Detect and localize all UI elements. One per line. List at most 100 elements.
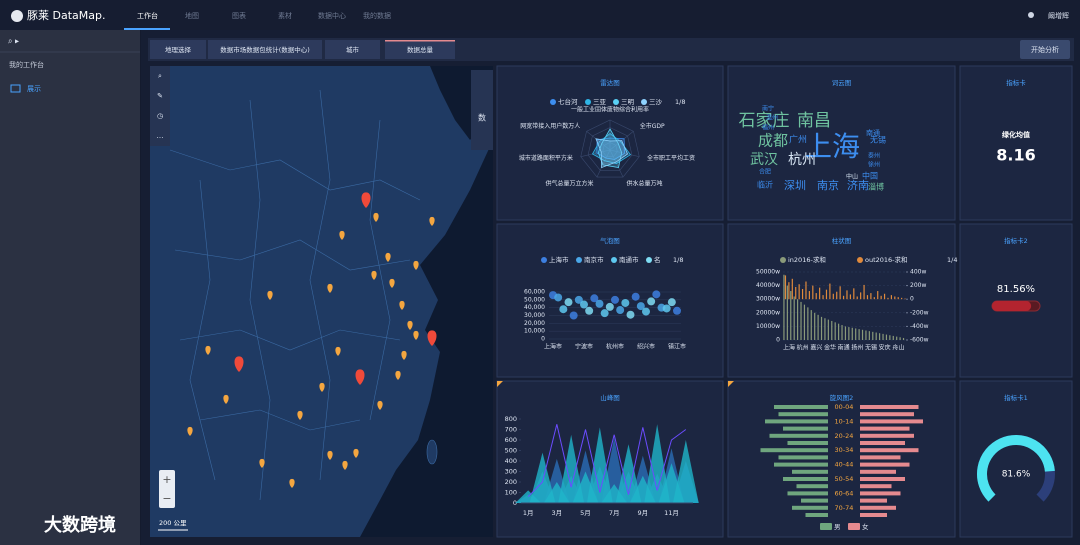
bar[interactable] bbox=[792, 505, 828, 510]
bar[interactable] bbox=[851, 327, 853, 340]
bar[interactable] bbox=[817, 314, 819, 340]
nav-tab[interactable]: 我的数据 bbox=[363, 11, 391, 20]
bar[interactable] bbox=[860, 484, 892, 489]
start-button-label[interactable]: 开始分析 bbox=[1031, 45, 1059, 54]
bar[interactable] bbox=[831, 320, 833, 340]
zoom-out[interactable]: − bbox=[162, 492, 171, 505]
bubble[interactable] bbox=[580, 300, 588, 309]
bar[interactable] bbox=[787, 441, 829, 445]
bar[interactable] bbox=[904, 298, 906, 300]
bar[interactable] bbox=[860, 441, 905, 445]
bar[interactable] bbox=[849, 294, 851, 300]
map-pin[interactable] bbox=[259, 458, 265, 468]
legend-pager[interactable]: 1/8 bbox=[675, 98, 685, 106]
bar[interactable] bbox=[882, 333, 884, 340]
bubble[interactable] bbox=[616, 306, 625, 315]
bar[interactable] bbox=[879, 333, 881, 340]
map-pin[interactable] bbox=[371, 270, 377, 280]
bubble[interactable] bbox=[605, 302, 614, 311]
bar[interactable] bbox=[860, 405, 919, 409]
bar[interactable] bbox=[872, 331, 874, 340]
bar[interactable] bbox=[870, 293, 872, 300]
map-pin[interactable] bbox=[413, 260, 419, 270]
bar[interactable] bbox=[860, 455, 901, 460]
peak[interactable] bbox=[672, 440, 699, 503]
peak[interactable] bbox=[615, 444, 642, 503]
bar[interactable] bbox=[760, 448, 829, 453]
map-pin[interactable] bbox=[342, 460, 348, 470]
bar[interactable] bbox=[836, 291, 838, 300]
bar[interactable] bbox=[842, 295, 845, 300]
bar[interactable] bbox=[783, 274, 785, 340]
bar[interactable] bbox=[860, 491, 901, 496]
bar[interactable] bbox=[860, 469, 896, 474]
bar[interactable] bbox=[860, 513, 887, 517]
map-pin[interactable] bbox=[335, 346, 341, 356]
bar[interactable] bbox=[820, 316, 823, 340]
bar[interactable] bbox=[860, 292, 862, 300]
bar[interactable] bbox=[825, 289, 828, 300]
bar[interactable] bbox=[860, 426, 910, 431]
bubble[interactable] bbox=[559, 305, 568, 314]
toolbar-button[interactable] bbox=[325, 40, 380, 59]
map-pin[interactable] bbox=[373, 212, 379, 222]
bubble[interactable] bbox=[667, 298, 676, 307]
bar[interactable] bbox=[853, 288, 855, 300]
bar[interactable] bbox=[801, 289, 804, 300]
legend-pager[interactable]: 1/4 bbox=[947, 256, 957, 264]
bar[interactable] bbox=[875, 332, 877, 340]
bar[interactable] bbox=[786, 285, 788, 340]
bar[interactable] bbox=[865, 330, 867, 340]
map-pin[interactable] bbox=[327, 283, 333, 293]
start-button[interactable] bbox=[1020, 40, 1070, 59]
map-pin[interactable] bbox=[377, 400, 383, 410]
peak[interactable] bbox=[586, 427, 613, 503]
map-pin[interactable] bbox=[234, 356, 244, 372]
legend-pager[interactable]: 1/8 bbox=[673, 256, 683, 264]
bar[interactable] bbox=[812, 285, 814, 300]
bar[interactable] bbox=[790, 291, 792, 340]
toolbar-label[interactable]: 地理选择 bbox=[165, 45, 192, 54]
toolbar-button[interactable] bbox=[208, 40, 322, 59]
bar[interactable] bbox=[887, 297, 889, 300]
map-pin[interactable] bbox=[319, 382, 325, 392]
map-pin[interactable] bbox=[413, 330, 419, 340]
toolbar-label[interactable]: 数据总量 bbox=[407, 45, 434, 54]
bubble[interactable] bbox=[647, 297, 656, 306]
bar[interactable] bbox=[856, 296, 858, 300]
bar[interactable] bbox=[877, 291, 879, 300]
bar[interactable] bbox=[795, 286, 797, 300]
toolbar-label[interactable]: 城市 bbox=[346, 45, 360, 54]
bar[interactable] bbox=[866, 295, 869, 300]
bar[interactable] bbox=[880, 295, 882, 300]
bar[interactable] bbox=[827, 319, 829, 340]
bar[interactable] bbox=[800, 301, 802, 340]
zoom-in[interactable]: + bbox=[162, 473, 171, 486]
bar[interactable] bbox=[846, 290, 848, 300]
bubble[interactable] bbox=[574, 295, 583, 304]
bubble[interactable] bbox=[595, 299, 604, 308]
bar[interactable] bbox=[868, 331, 870, 340]
bar[interactable] bbox=[822, 295, 824, 300]
bar[interactable] bbox=[791, 278, 793, 300]
peak[interactable] bbox=[558, 434, 585, 503]
bar[interactable] bbox=[814, 312, 816, 340]
bar[interactable] bbox=[902, 337, 905, 340]
bar[interactable] bbox=[819, 287, 821, 300]
bubble[interactable] bbox=[590, 294, 599, 303]
map-pin[interactable] bbox=[407, 320, 413, 330]
bar[interactable] bbox=[860, 412, 914, 417]
bar[interactable] bbox=[892, 335, 894, 340]
map-pin[interactable] bbox=[205, 345, 211, 355]
map-side-tab[interactable]: 数 bbox=[478, 113, 486, 123]
map-pin[interactable] bbox=[187, 426, 193, 436]
map-pin[interactable] bbox=[353, 448, 359, 458]
map-pin[interactable] bbox=[339, 230, 345, 240]
map-pin[interactable] bbox=[289, 478, 295, 488]
bar[interactable] bbox=[860, 419, 923, 424]
bar[interactable] bbox=[873, 297, 875, 300]
bar[interactable] bbox=[778, 412, 829, 417]
bar[interactable] bbox=[783, 477, 828, 481]
bubble[interactable] bbox=[642, 307, 650, 316]
map-pin[interactable] bbox=[395, 370, 401, 380]
